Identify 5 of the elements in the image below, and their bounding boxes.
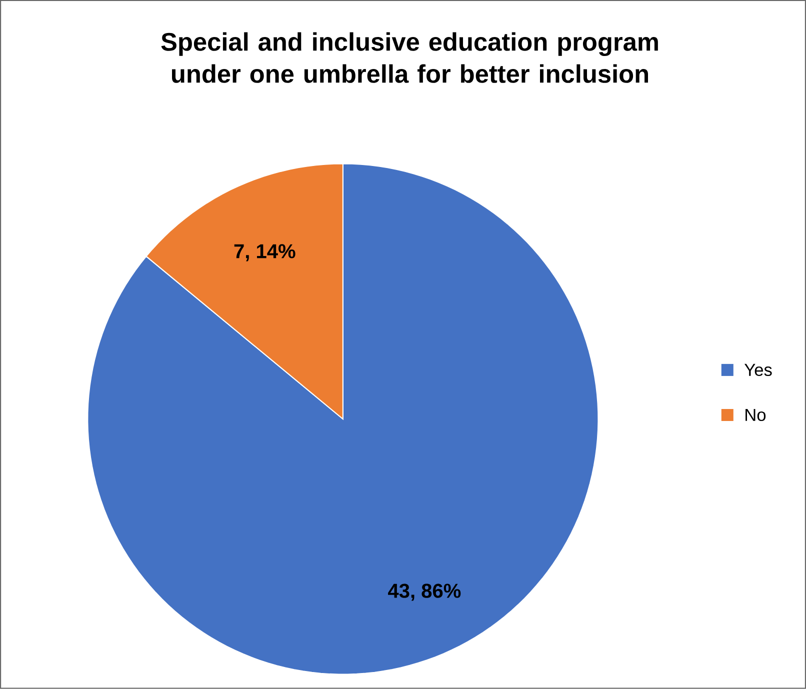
legend-label: Yes — [744, 364, 772, 376]
data-label: 7, 14% — [234, 244, 296, 262]
legend-label: No — [746, 409, 766, 422]
chart-title: Special and inclusive education program under one umbrella for better inclusion — [161, 32, 658, 83]
data-label: 43, 86% — [388, 584, 461, 601]
